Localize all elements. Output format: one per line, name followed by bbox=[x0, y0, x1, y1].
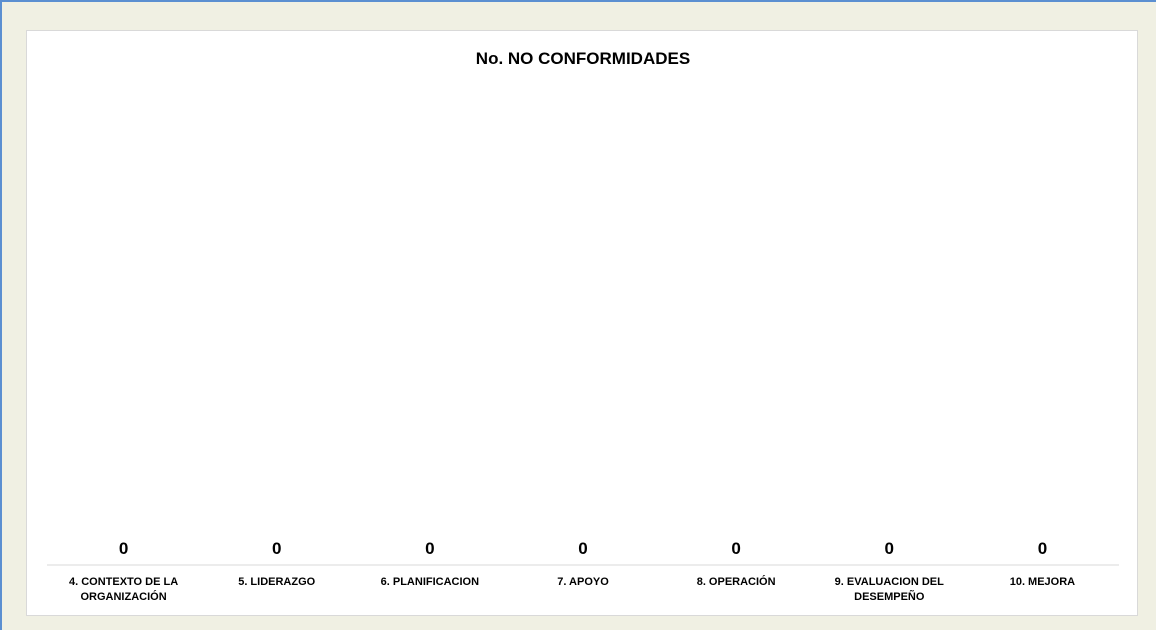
category-label: 7. APOYO bbox=[557, 576, 609, 588]
chart-title: No. NO CONFORMIDADES bbox=[476, 49, 690, 68]
category-label: 4. CONTEXTO DE LA ORGANIZACIÓN bbox=[69, 576, 178, 603]
value-label: 0 bbox=[885, 539, 894, 558]
chart-area: No. NO CONFORMIDADES 0 0 0 0 0 0 0 4. CONTEXTO… bbox=[26, 30, 1138, 616]
value-label: 0 bbox=[425, 539, 434, 558]
value-label: 0 bbox=[1038, 539, 1047, 558]
category-label: 6. PLANIFICACION bbox=[381, 576, 479, 588]
category-label: 8. OPERACIÓN bbox=[697, 575, 776, 588]
value-label: 0 bbox=[119, 539, 128, 558]
category-label: 5. LIDERAZGO bbox=[238, 576, 315, 588]
bar-chart: No. NO CONFORMIDADES 0 0 0 0 0 0 0 4. CONTEXTO… bbox=[47, 49, 1119, 603]
category-label: 9. EVALUACION DEL DESEMPEÑO bbox=[835, 576, 944, 603]
value-labels-group: 0 0 0 0 0 0 0 bbox=[119, 539, 1047, 558]
value-label: 0 bbox=[578, 539, 587, 558]
category-labels-group: 4. CONTEXTO DE LA ORGANIZACIÓN 5. LIDERAZG… bbox=[69, 575, 1075, 603]
value-label: 0 bbox=[272, 539, 281, 558]
value-label: 0 bbox=[731, 539, 740, 558]
category-label: 10. MEJORA bbox=[1010, 576, 1075, 588]
